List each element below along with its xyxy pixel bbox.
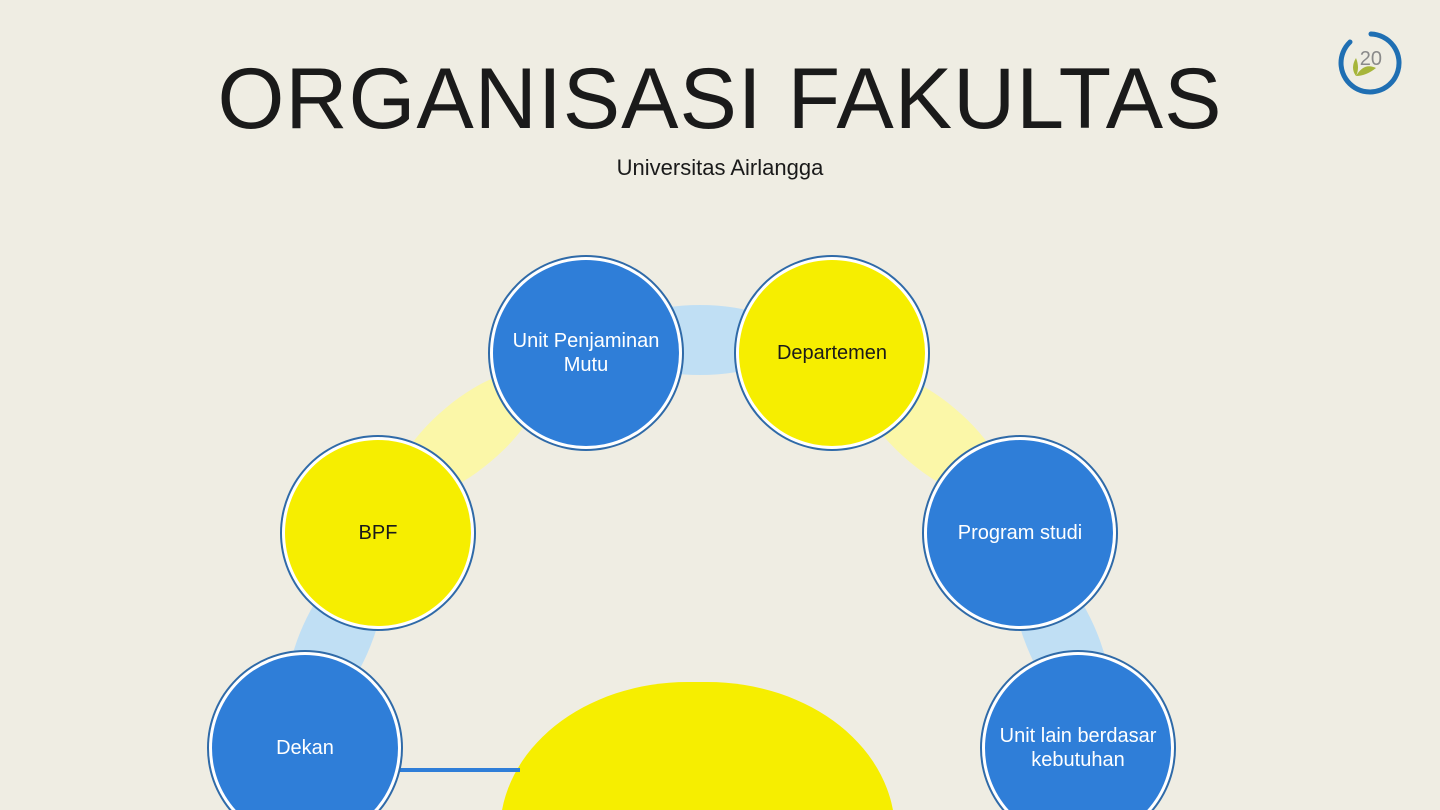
node-program-studi: Program studi [927, 440, 1113, 626]
node-label: Departemen [773, 337, 891, 369]
node-departemen: Departemen [739, 260, 925, 446]
node-bpf: BPF [285, 440, 471, 626]
node-dekan: Dekan [212, 655, 398, 810]
center-dome-shape [500, 682, 895, 810]
node-label: BPF [355, 517, 402, 549]
page-number: 20 [1360, 48, 1382, 71]
node-label: Unit lain berdasar kebutuhan [985, 720, 1171, 776]
node-unit-lain: Unit lain berdasar kebutuhan [985, 655, 1171, 810]
node-label: Program studi [954, 517, 1087, 549]
org-diagram: Dekan BPF Unit Penjaminan Mutu Departemen Pr… [0, 0, 1440, 810]
node-label: Unit Penjaminan Mutu [493, 325, 679, 381]
slide: 20 ORGANISASI FAKULTAS Universitas Airla… [0, 0, 1440, 810]
node-unit-penjaminan-mutu: Unit Penjaminan Mutu [493, 260, 679, 446]
node-label: Dekan [272, 732, 338, 764]
base-line [380, 768, 520, 772]
